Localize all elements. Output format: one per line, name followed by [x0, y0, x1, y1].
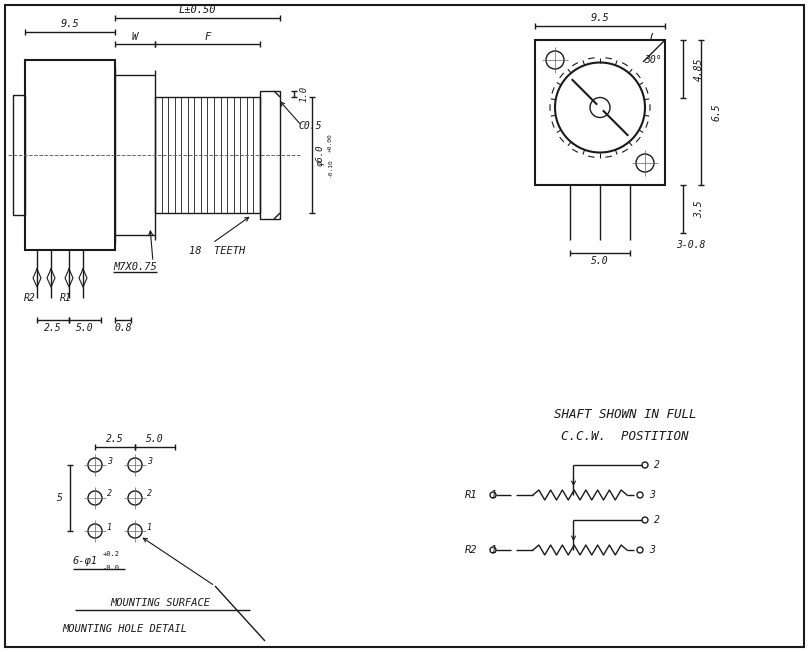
- Text: 3: 3: [107, 456, 112, 466]
- Text: F: F: [205, 32, 210, 42]
- Text: 2.5: 2.5: [44, 323, 61, 333]
- Text: φ6.0: φ6.0: [316, 144, 324, 166]
- Text: 18  TEETH: 18 TEETH: [189, 246, 246, 256]
- Bar: [260, 91, 280, 219]
- Text: 0.8: 0.8: [114, 323, 132, 333]
- Text: 4.85: 4.85: [694, 57, 704, 81]
- Text: 5: 5: [57, 493, 63, 503]
- Text: 6-φ1: 6-φ1: [73, 556, 98, 566]
- Text: R2: R2: [465, 545, 477, 555]
- Text: +0.00: +0.00: [328, 133, 333, 152]
- Text: 2: 2: [107, 490, 112, 499]
- Text: W: W: [132, 32, 138, 42]
- Text: 2: 2: [654, 460, 660, 470]
- Bar: [155, 97, 260, 213]
- Bar: [115, 75, 155, 235]
- Text: 2: 2: [654, 515, 660, 525]
- Text: 9.5: 9.5: [591, 13, 609, 23]
- Text: 1: 1: [490, 490, 496, 500]
- Bar: [13, 95, 25, 215]
- Text: 1: 1: [107, 522, 112, 531]
- Text: R1: R1: [465, 490, 477, 500]
- Text: 3: 3: [649, 545, 654, 555]
- Text: SHAFT SHOWN IN FULL: SHAFT SHOWN IN FULL: [553, 409, 697, 421]
- Text: 5.0: 5.0: [146, 434, 163, 444]
- Text: 1: 1: [147, 522, 152, 531]
- Text: L±0.50: L±0.50: [179, 5, 216, 15]
- Text: -0.0: -0.0: [103, 565, 120, 571]
- Text: 30°: 30°: [644, 55, 662, 65]
- Text: MOUNTING HOLE DETAIL: MOUNTING HOLE DETAIL: [62, 624, 188, 634]
- Text: 1: 1: [490, 545, 496, 555]
- Text: 2: 2: [147, 490, 152, 499]
- Text: +0.2: +0.2: [103, 551, 120, 557]
- Bar: [25, 60, 115, 250]
- Text: 6.5: 6.5: [712, 104, 722, 121]
- Text: 5.0: 5.0: [76, 323, 94, 333]
- Text: 3: 3: [147, 456, 152, 466]
- Text: 3: 3: [649, 490, 654, 500]
- Text: 9.5: 9.5: [61, 19, 79, 29]
- Text: 1.0: 1.0: [299, 86, 308, 102]
- Text: 3.5: 3.5: [694, 200, 704, 218]
- Text: MOUNTING SURFACE: MOUNTING SURFACE: [110, 598, 210, 608]
- Text: R2: R2: [24, 293, 36, 303]
- Bar: [535, 40, 665, 185]
- Text: 2.5: 2.5: [106, 434, 124, 444]
- Text: M7X0.75: M7X0.75: [113, 262, 157, 272]
- Text: 3-0.8: 3-0.8: [676, 240, 705, 250]
- Text: -0.10: -0.10: [328, 158, 333, 177]
- Text: C0.5: C0.5: [299, 121, 322, 131]
- Text: R1: R1: [60, 293, 72, 303]
- Text: C.C.W.  POSTITION: C.C.W. POSTITION: [561, 430, 688, 443]
- Text: 5.0: 5.0: [591, 256, 609, 266]
